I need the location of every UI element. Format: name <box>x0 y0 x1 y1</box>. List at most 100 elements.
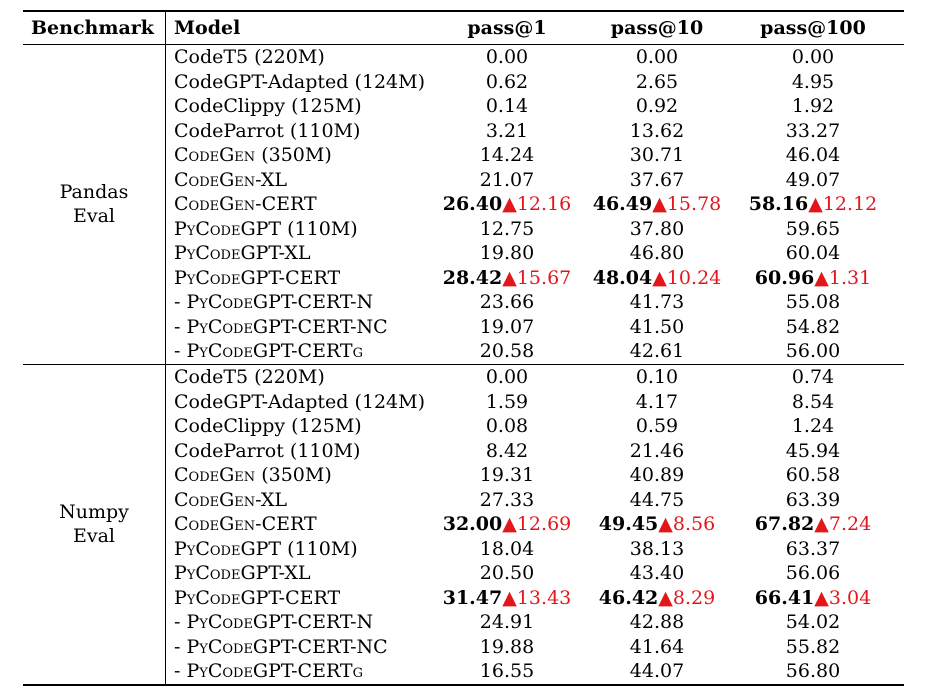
pass-at-10-value-cell: 0.59 <box>588 414 726 438</box>
pass-at-100-value-cell: 45.94 <box>728 439 898 463</box>
table-row: CodeGen-XL 27.33 44.75 63.39 <box>23 488 904 513</box>
header-pass-at-100: pass@100 <box>760 17 866 39</box>
benchmark-name-line1: Pandas <box>59 181 129 203</box>
header-model: Model <box>174 17 241 39</box>
pass-at-1-value-cell: 16.55 <box>408 659 606 683</box>
model-name: CodeClippy (125M) <box>174 415 362 437</box>
header-pass-at-1: pass@1 <box>467 17 547 39</box>
top-rule <box>23 10 904 12</box>
pass-at-10-value: 41.73 <box>629 291 685 313</box>
pass-at-100-value: 60.04 <box>785 242 841 264</box>
pass-at-10-value-cell: 4.17 <box>588 390 726 414</box>
header-benchmark: Benchmark <box>31 17 154 39</box>
pass-at-10-value: 46.80 <box>629 242 685 264</box>
pass-at-10-value: 21.46 <box>629 439 685 462</box>
pass-at-1-value: 0.62 <box>485 70 529 93</box>
pass-at-10-value-cell: 49.45▲8.56 <box>588 512 726 536</box>
pass-at-100-value: 67.82 <box>754 513 815 535</box>
model-name: CodeGPT-Adapted (124M) <box>174 390 425 413</box>
table-row: PyCodeGPT-CERT 31.47▲13.43 46.42▲8.29 66.41… <box>23 586 904 611</box>
table-row: CodeGen-CERT 26.40▲12.16 46.49▲15.78 58.16▲… <box>23 192 904 217</box>
pass-at-100-value-cell: 49.07 <box>728 168 898 192</box>
pass-at-1-value: 32.00 <box>442 513 503 535</box>
model-name: CodeGen-XL <box>174 168 288 191</box>
pass-at-1-value-cell: 19.31 <box>408 463 606 487</box>
pass-at-1-value: 16.55 <box>479 660 535 682</box>
pass-at-10-value: 30.71 <box>629 144 685 166</box>
model-name: - PyCodeGPT-CERTg <box>174 660 363 682</box>
pass-at-100-value: 63.39 <box>785 488 841 511</box>
model-name: PyCodeGPT-XL <box>174 242 311 264</box>
pass-at-1-value: 27.33 <box>479 488 535 511</box>
model-name: CodeGen-CERT <box>174 513 317 535</box>
pass-at-1-value: 18.04 <box>479 537 535 560</box>
pass-at-100-value: 60.96 <box>754 266 815 289</box>
pass-at-10-value-cell: 2.65 <box>588 70 726 94</box>
table-row: CodeGen (350M) 14.24 30.71 46.04 <box>23 143 904 168</box>
pass-at-100-value-cell: 54.82 <box>728 315 898 339</box>
pass-at-1-value: 20.50 <box>479 562 535 584</box>
pass-at-1-value-cell: 19.88 <box>408 635 606 659</box>
pass-at-1-value: 19.80 <box>479 242 535 264</box>
pass-at-10-value-cell: 46.80 <box>588 241 726 265</box>
pass-at-10-value-cell: 48.04▲10.24 <box>588 266 726 290</box>
pass-at-1-value: 19.31 <box>479 464 535 486</box>
improvement-delta: ▲3.04 <box>814 586 872 609</box>
pass-at-10-value-cell: 37.67 <box>588 168 726 192</box>
pass-at-100-value: 55.08 <box>785 291 841 313</box>
pass-at-10-value: 13.62 <box>629 119 685 142</box>
pass-at-100-value-cell: 56.80 <box>728 659 898 683</box>
pass-at-10-value-cell: 30.71 <box>588 143 726 167</box>
pass-at-10-value-cell: 46.42▲8.29 <box>588 586 726 610</box>
improvement-delta: ▲7.24 <box>814 513 872 535</box>
table-row: PyCodeGPT-XL 20.50 43.40 56.06 <box>23 561 904 586</box>
pass-at-1-value: 31.47 <box>442 586 503 609</box>
pass-at-10-value-cell: 38.13 <box>588 537 726 561</box>
pass-at-10-value: 44.75 <box>629 488 685 511</box>
pass-at-1-value: 0.00 <box>485 46 529 68</box>
header-pass-at-10: pass@10 <box>610 17 704 39</box>
pass-at-1-value-cell: 26.40▲12.16 <box>408 192 606 216</box>
model-name: CodeGen (350M) <box>174 144 332 166</box>
pass-at-100-value: 8.54 <box>791 390 835 413</box>
model-name: - PyCodeGPT-CERT-NC <box>174 315 388 338</box>
pass-at-1-value: 19.88 <box>479 635 535 658</box>
pass-at-10-value: 43.40 <box>629 562 685 584</box>
pass-at-1-value: 28.42 <box>442 266 503 289</box>
pass-at-100-value: 54.02 <box>785 611 841 633</box>
table-row: PyCodeGPT-XL 19.80 46.80 60.04 <box>23 241 904 266</box>
benchmark-name-line2: Eval <box>72 205 115 227</box>
pass-at-100-value: 4.95 <box>791 70 835 93</box>
pass-at-100-value-cell: 1.92 <box>728 94 898 118</box>
pass-at-100-value: 49.07 <box>785 168 841 191</box>
pass-at-100-value: 1.24 <box>791 415 835 437</box>
pass-at-1-value: 8.42 <box>485 439 529 462</box>
pass-at-1-value-cell: 32.00▲12.69 <box>408 512 606 536</box>
table-row: - PyCodeGPT-CERT-NC 19.88 41.64 55.82 <box>23 635 904 660</box>
header-rule <box>23 44 904 45</box>
pass-at-10-value-cell: 41.73 <box>588 290 726 314</box>
pass-at-1-value-cell: 3.21 <box>408 119 606 143</box>
table-row: - PyCodeGPT-CERTg 20.58 42.61 56.00 <box>23 339 904 364</box>
model-name: PyCodeGPT-XL <box>174 562 311 584</box>
pass-at-1-value-cell: 19.07 <box>408 315 606 339</box>
pass-at-1-value: 12.75 <box>479 217 535 240</box>
model-name: CodeT5 (220M) <box>174 46 325 68</box>
table-row: CodeGen (350M) 19.31 40.89 60.58 <box>23 463 904 488</box>
table-row: - PyCodeGPT-CERT-N 24.91 42.88 54.02 <box>23 610 904 635</box>
bottom-rule <box>23 684 904 686</box>
table-row: CodeParrot (110M) 3.21 13.62 33.27 <box>23 119 904 144</box>
pass-at-100-value-cell: 1.24 <box>728 414 898 438</box>
model-name: CodeT5 (220M) <box>174 366 325 388</box>
model-name: - PyCodeGPT-CERT-N <box>174 291 374 313</box>
pass-at-100-value-cell: 60.58 <box>728 463 898 487</box>
benchmark-label: Numpy Eval <box>23 500 165 548</box>
pass-at-10-value-cell: 37.80 <box>588 217 726 241</box>
pass-at-1-value-cell: 21.07 <box>408 168 606 192</box>
pass-at-100-value: 63.37 <box>785 537 841 560</box>
table-row: PyCodeGPT (110M) 12.75 37.80 59.65 <box>23 217 904 242</box>
pass-at-1-value-cell: 1.59 <box>408 390 606 414</box>
vertical-divider <box>165 12 166 684</box>
pass-at-100-value: 59.65 <box>785 217 841 240</box>
pass-at-10-value-cell: 42.61 <box>588 339 726 363</box>
